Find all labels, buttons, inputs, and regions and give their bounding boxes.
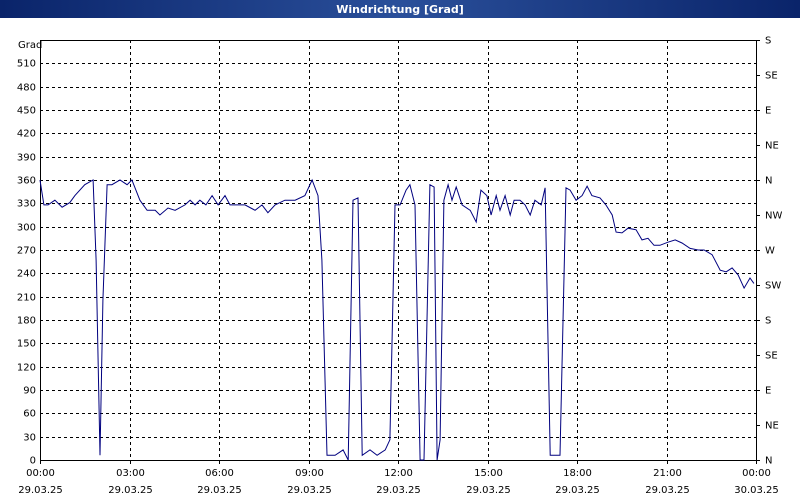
x-tick-label: 12:00 <box>384 468 413 479</box>
chart-title: Windrichtung [Grad] <box>336 3 464 16</box>
y2-tick-label: S <box>765 316 771 327</box>
x-tick-date: 29.03.25 <box>466 485 511 496</box>
y-tick-label: 180 <box>17 316 36 327</box>
y2-tick-label: N <box>765 456 772 467</box>
y2-tick-label: E <box>765 106 771 117</box>
y-tick-label: 60 <box>23 409 36 420</box>
y2-tick-label: SE <box>765 351 778 362</box>
x-tick-label: 15:00 <box>474 468 503 479</box>
y-tick-label: 150 <box>17 339 36 350</box>
x-tick-date: 29.03.25 <box>376 485 421 496</box>
y-axis-label: Grad <box>18 40 42 51</box>
x-tick-label: 00:00 <box>742 468 771 479</box>
y2-tick-label: W <box>765 246 775 257</box>
y-tick-label: 90 <box>23 386 36 397</box>
plot-border <box>40 40 757 461</box>
y-tick-label: 120 <box>17 363 36 374</box>
y-tick-label: 210 <box>17 293 36 304</box>
y2-tick-label: NW <box>765 211 782 222</box>
y2-tick-label: S <box>765 36 771 47</box>
y-tick-label: 510 <box>17 59 36 70</box>
x-tick-date: 29.03.25 <box>197 485 242 496</box>
y2-tick-label: SE <box>765 71 778 82</box>
y-tick-label: 30 <box>23 433 36 444</box>
y-tick-label: 450 <box>17 106 36 117</box>
y-tick-label: 330 <box>17 199 36 210</box>
x-tick-label: 09:00 <box>295 468 324 479</box>
y-tick-label: 270 <box>17 246 36 257</box>
y-tick-label: 240 <box>17 269 36 280</box>
y-tick-label: 300 <box>17 223 36 234</box>
y-tick-label: 420 <box>17 129 36 140</box>
y2-tick-label: E <box>765 386 771 397</box>
y-tick-label: 0 <box>30 456 36 467</box>
x-tick-date: 30.03.25 <box>734 485 779 496</box>
title-bar <box>0 0 800 18</box>
x-tick-date: 29.03.25 <box>108 485 153 496</box>
x-tick-label: 18:00 <box>563 468 592 479</box>
x-tick-label: 21:00 <box>653 468 682 479</box>
x-tick-label: 00:00 <box>26 468 55 479</box>
x-tick-date: 29.03.25 <box>645 485 690 496</box>
x-tick-date: 29.03.25 <box>287 485 332 496</box>
data-line <box>39 178 755 461</box>
x-tick-date: 29.03.25 <box>18 485 63 496</box>
x-tick-date: 29.03.25 <box>555 485 600 496</box>
y2-tick-label: NE <box>765 141 779 152</box>
y-tick-label: 390 <box>17 153 36 164</box>
x-tick-label: 03:00 <box>116 468 145 479</box>
y2-tick-label: SW <box>765 281 781 292</box>
x-tick-label: 06:00 <box>205 468 234 479</box>
y2-tick-label: NE <box>765 421 779 432</box>
y-tick-label: 360 <box>17 176 36 187</box>
y2-tick-label: N <box>765 176 772 187</box>
y-tick-label: 480 <box>17 83 36 94</box>
